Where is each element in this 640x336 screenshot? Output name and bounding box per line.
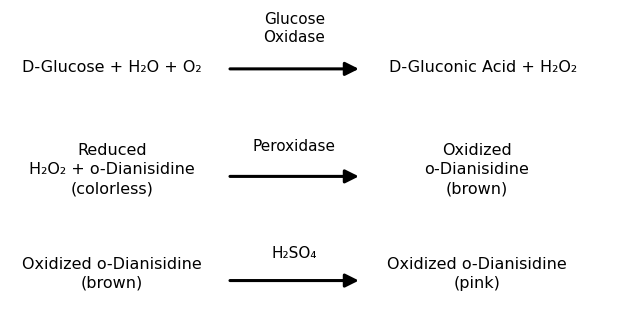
Text: Reduced
H₂O₂ + o-Dianisidine
(colorless): Reduced H₂O₂ + o-Dianisidine (colorless) (29, 143, 195, 196)
Text: H₂SO₄: H₂SO₄ (271, 246, 317, 261)
Text: Oxidized
o-Dianisidine
(brown): Oxidized o-Dianisidine (brown) (424, 143, 529, 196)
Text: D-Gluconic Acid + H₂O₂: D-Gluconic Acid + H₂O₂ (389, 60, 577, 75)
Text: Oxidized o-Dianisidine
(pink): Oxidized o-Dianisidine (pink) (387, 257, 566, 291)
Text: Glucose
Oxidase: Glucose Oxidase (264, 12, 325, 45)
Text: Peroxidase: Peroxidase (253, 139, 336, 154)
Text: D-Glucose + H₂O + O₂: D-Glucose + H₂O + O₂ (22, 60, 202, 75)
Text: Oxidized o-Dianisidine
(brown): Oxidized o-Dianisidine (brown) (22, 257, 202, 291)
